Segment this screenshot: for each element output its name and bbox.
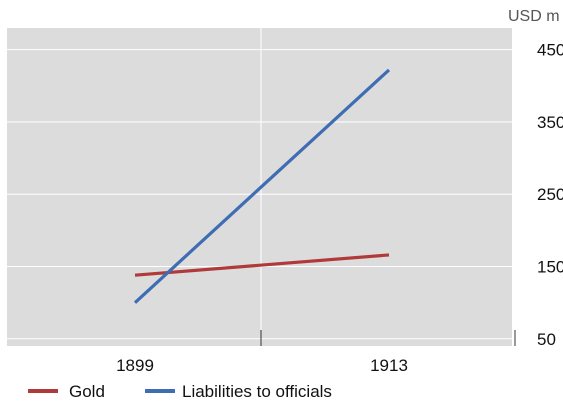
x-tick-marks <box>260 330 516 346</box>
unit-label: USD m <box>508 8 560 25</box>
legend-label: Gold <box>69 382 105 401</box>
x-tick-label: 1913 <box>370 356 408 375</box>
y-tick-label: 250 <box>537 185 563 204</box>
series-line-gold <box>134 253 390 277</box>
y-tick-label: 450 <box>537 41 563 60</box>
y-tick-label: 150 <box>537 258 563 277</box>
series-line-liabilities-to-officials <box>133 68 391 304</box>
y-tick-labels: 50 150 250 350 450 <box>537 41 563 349</box>
legend: Gold Liabilities to officials <box>28 382 332 401</box>
x-tick-labels: 1899 1913 <box>116 356 408 375</box>
series-lines <box>133 68 391 304</box>
y-tick-label: 350 <box>537 113 563 132</box>
y-tick-label: 50 <box>537 330 556 349</box>
x-tick-label: 1899 <box>116 356 154 375</box>
legend-label: Liabilities to officials <box>182 382 332 401</box>
